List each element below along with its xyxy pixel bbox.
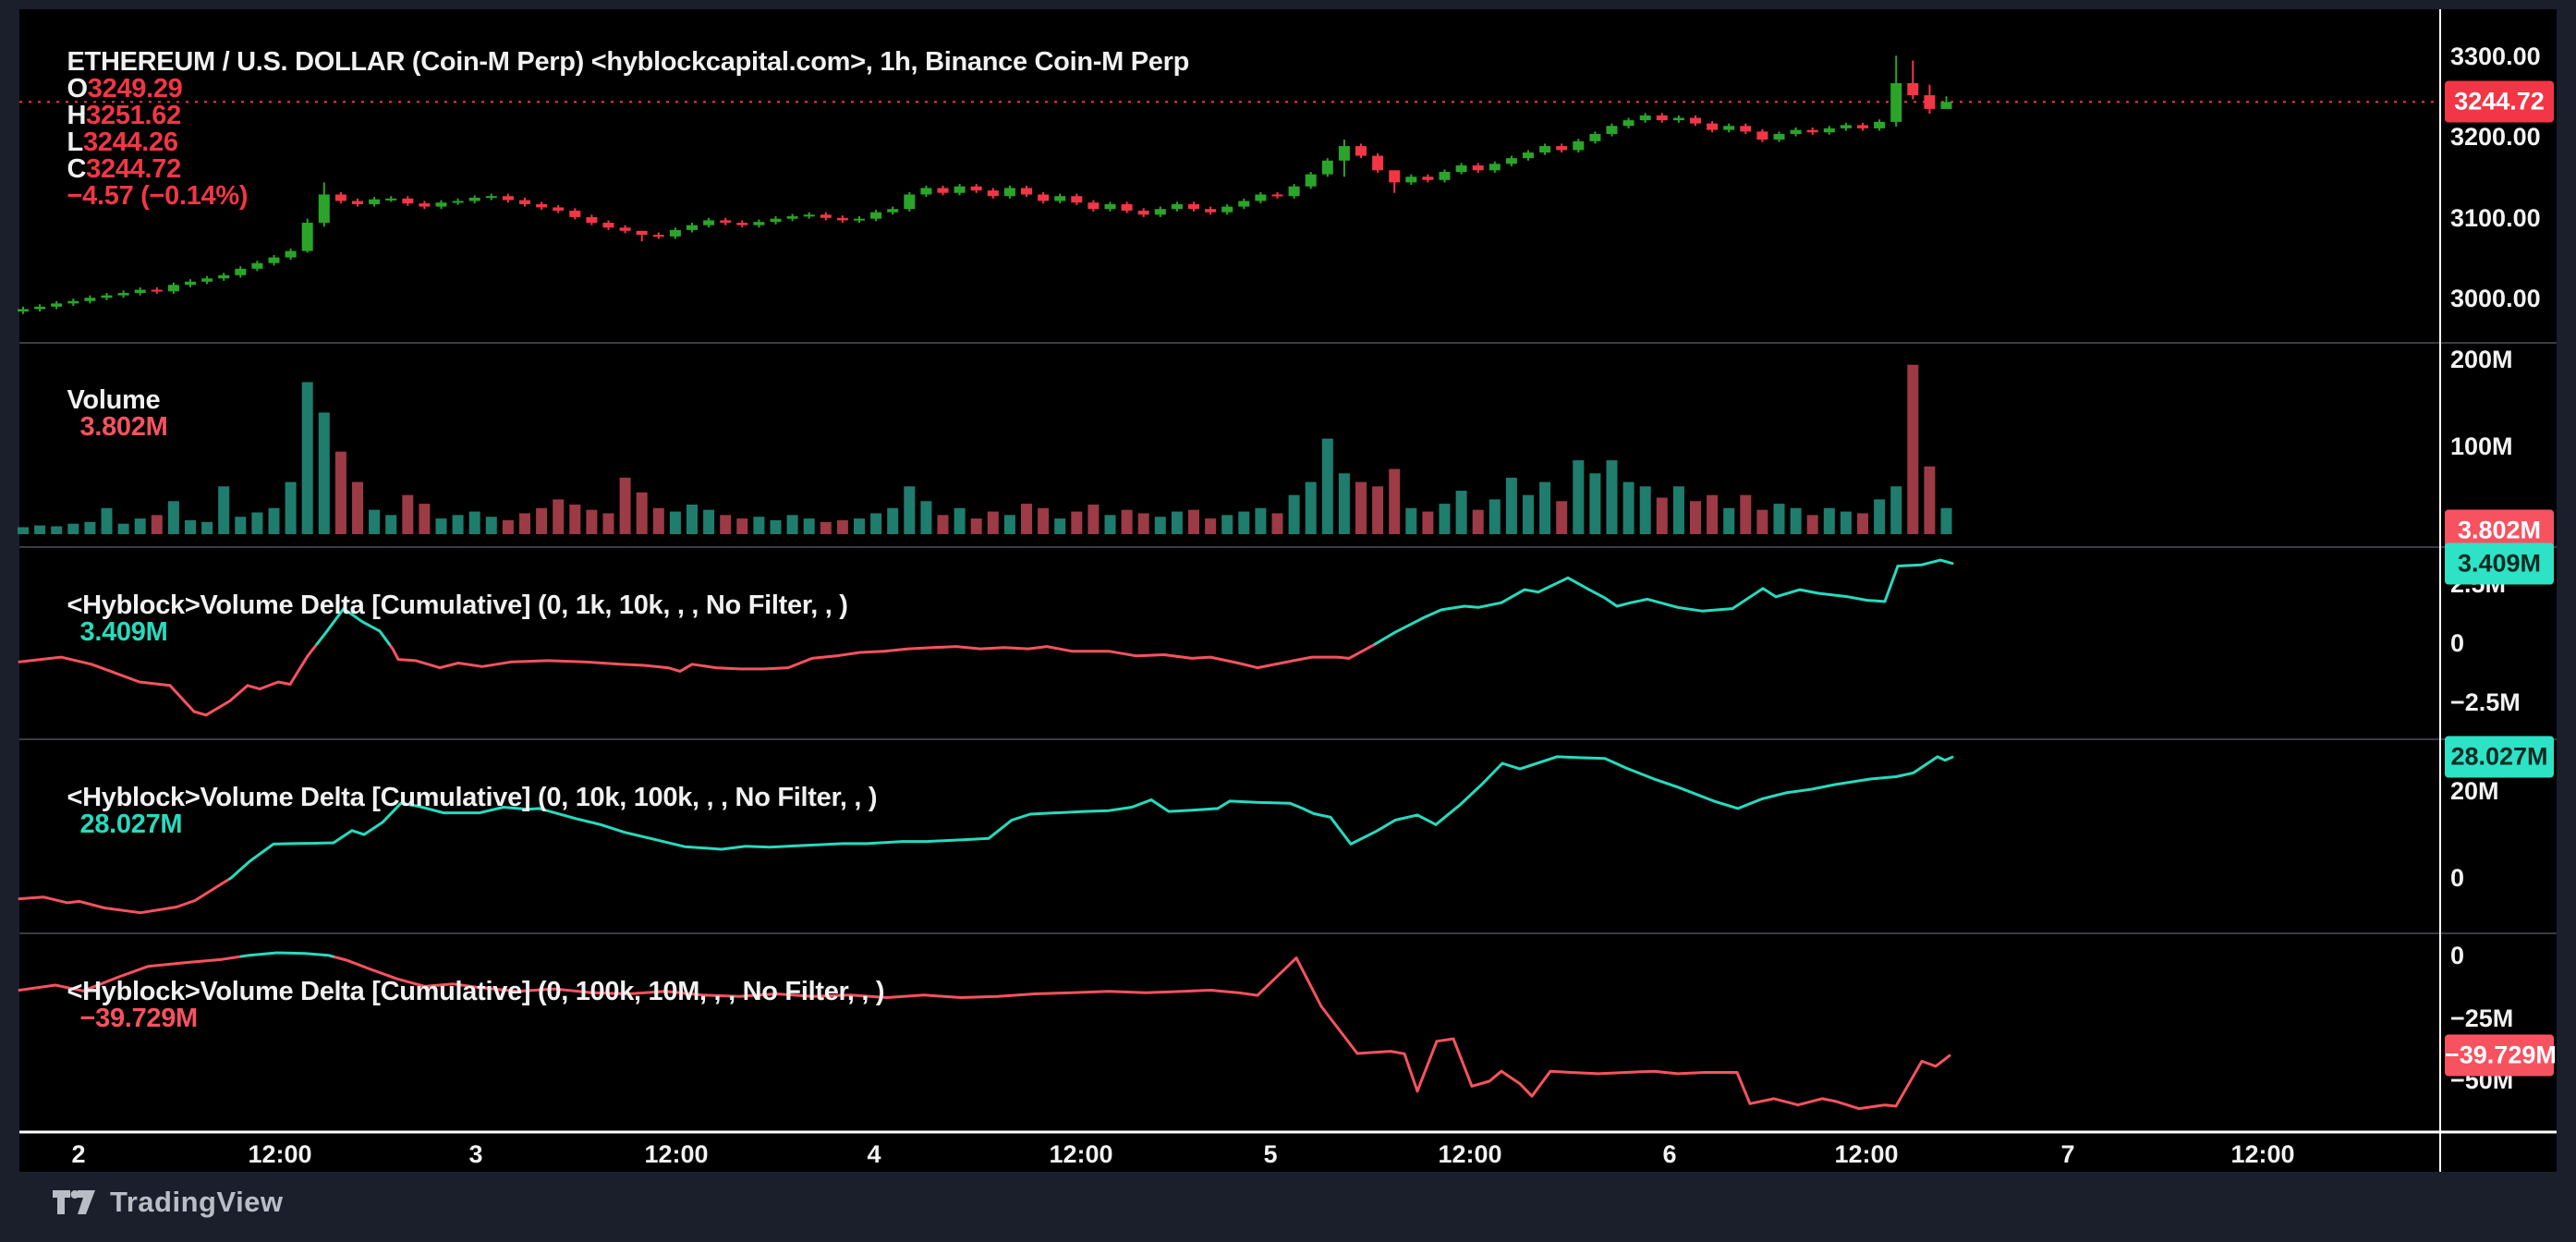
- price-pane-tick-2: 3100.00: [2450, 203, 2541, 232]
- delta-100k-legend[interactable]: <Hyblock>Volume Delta [Cumulative] (0, 1…: [53, 952, 885, 1033]
- symbol-legend[interactable]: ETHEREUM / U.S. DOLLAR (Coin-M Perp) <hy…: [53, 22, 1204, 210]
- tradingview-logo-text: TradingView: [110, 1186, 284, 1218]
- time-label-4[interactable]: 4: [867, 1140, 881, 1168]
- delta-10k-pane-tick-1: 0: [2450, 864, 2465, 892]
- symbol-title: ETHEREUM / U.S. DOLLAR (Coin-M Perp) <hy…: [67, 47, 1190, 77]
- delta-1k-title: <Hyblock>Volume Delta [Cumulative] (0, 1…: [67, 591, 848, 620]
- time-label-8[interactable]: 6: [1662, 1140, 1677, 1168]
- high-value: 3251.62: [86, 101, 181, 130]
- time-label-0[interactable]: 2: [71, 1140, 86, 1168]
- delta-10k-pane-tick-0: 20M: [2450, 777, 2499, 805]
- delta-10k-value-badge: 28.027M: [2445, 736, 2554, 778]
- delta-1k-value-badge: 3.409M: [2445, 542, 2554, 585]
- delta-100k-pane-tick-0: 0: [2450, 942, 2465, 969]
- delta-1k-legend[interactable]: <Hyblock>Volume Delta [Cumulative] (0, 1…: [53, 566, 848, 646]
- delta-100k-value-badge: −39.729M: [2445, 1034, 2557, 1077]
- time-label-3[interactable]: 12:00: [644, 1140, 709, 1168]
- tradingview-logo[interactable]: TradingView: [53, 1186, 284, 1219]
- volume-pane-tick-0: 200M: [2450, 346, 2513, 373]
- high-label: H: [67, 101, 87, 130]
- time-label-7[interactable]: 12:00: [1438, 1140, 1502, 1168]
- delta-1k-value: 3.409M: [79, 617, 168, 647]
- delta-10k-value: 28.027M: [79, 810, 183, 839]
- close-value: 3244.72: [86, 154, 181, 184]
- tradingview-logo-icon: [53, 1190, 95, 1214]
- time-label-10[interactable]: 7: [2060, 1140, 2075, 1168]
- time-label-5[interactable]: 12:00: [1049, 1140, 1113, 1168]
- price-pane-tick-1: 3200.00: [2450, 123, 2541, 152]
- delta-10k-legend[interactable]: <Hyblock>Volume Delta [Cumulative] (0, 1…: [53, 758, 878, 839]
- delta-100k-title: <Hyblock>Volume Delta [Cumulative] (0, 1…: [67, 977, 885, 1006]
- low-label: L: [67, 128, 84, 157]
- delta-1k-pane-tick-1: 0: [2450, 629, 2465, 657]
- time-label-9[interactable]: 12:00: [1834, 1140, 1899, 1168]
- close-label: C: [67, 154, 87, 184]
- time-label-1[interactable]: 12:00: [248, 1140, 312, 1168]
- time-label-2[interactable]: 3: [468, 1140, 483, 1168]
- time-label-6[interactable]: 5: [1263, 1140, 1278, 1168]
- volume-pane-tick-1: 100M: [2450, 432, 2513, 460]
- delta-10k-title: <Hyblock>Volume Delta [Cumulative] (0, 1…: [67, 783, 878, 812]
- delta-1k-pane-tick-2: −2.5M: [2450, 688, 2521, 716]
- delta-100k-pane-tick-1: −25M: [2450, 1004, 2514, 1032]
- low-value: 3244.26: [82, 128, 178, 157]
- change-value: −4.57 (−0.14%): [67, 181, 249, 211]
- open-label: O: [67, 74, 89, 104]
- time-label-11[interactable]: 12:00: [2230, 1140, 2295, 1168]
- delta-100k-value: −39.729M: [79, 1004, 199, 1033]
- open-value: 3249.29: [87, 74, 183, 104]
- price-pane-tick-3: 3000.00: [2450, 285, 2541, 312]
- volume-value: 3.802M: [79, 412, 168, 442]
- price-pane-tick-0: 3300.00: [2450, 43, 2541, 70]
- last-price-badge: 3244.72: [2445, 80, 2554, 123]
- volume-label: Volume: [67, 385, 161, 415]
- volume-legend[interactable]: Volume 3.802M: [53, 360, 168, 442]
